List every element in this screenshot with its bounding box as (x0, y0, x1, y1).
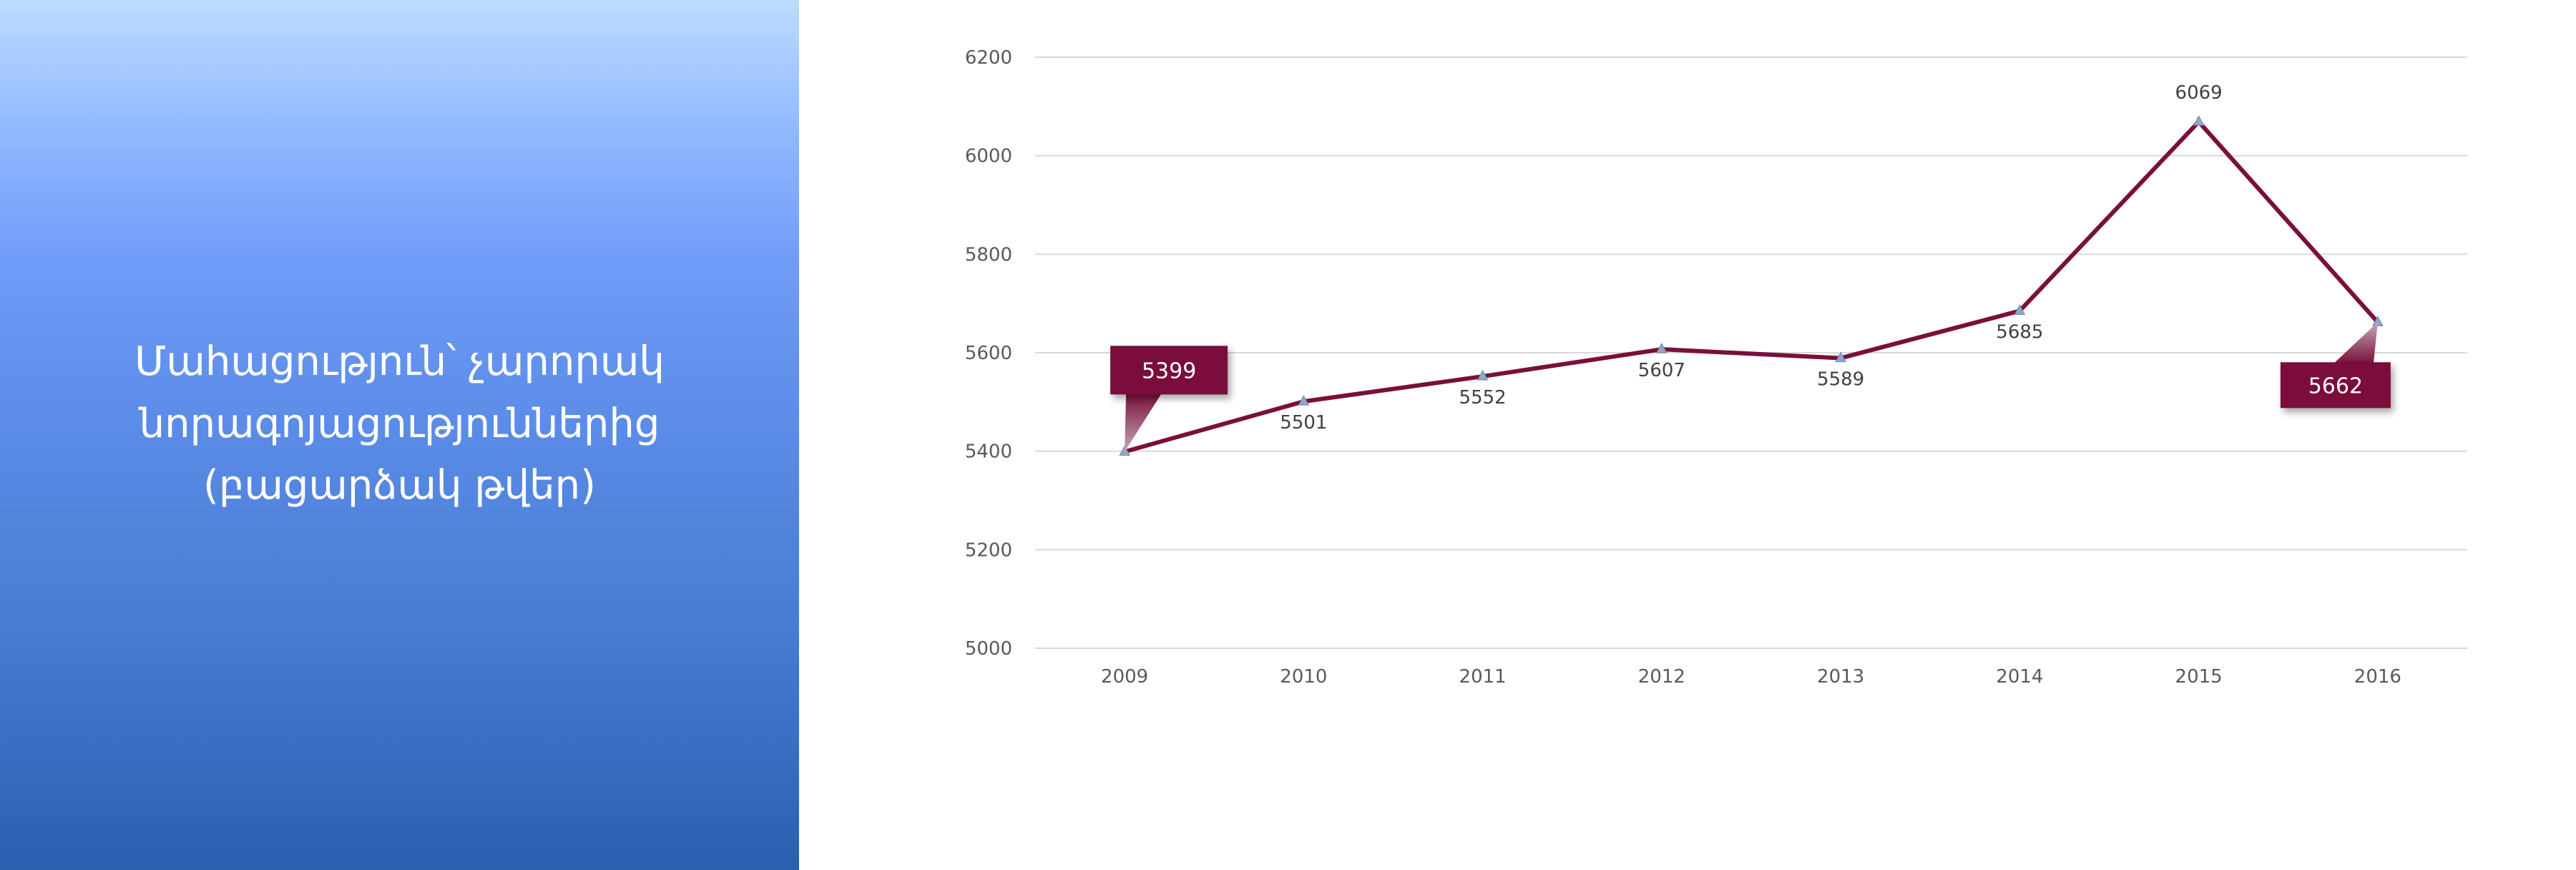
data-point-marker (2193, 115, 2205, 126)
series-markers (1119, 115, 2384, 456)
x-tick-label: 2015 (2175, 666, 2223, 688)
y-tick-label: 5400 (965, 441, 1012, 463)
title-line-1: Մահացություն՝ չարորակ (134, 338, 665, 385)
x-tick-label: 2012 (1638, 666, 1685, 688)
slide-title: Մահացություն՝ չարորակ նորագոյացություննե… (92, 331, 707, 517)
series-line (1122, 119, 2380, 454)
callout-box (1110, 346, 1228, 395)
x-tick-label: 2014 (1996, 666, 2043, 688)
y-tick-label: 6200 (965, 47, 1012, 69)
x-tick-label: 2010 (1280, 666, 1327, 688)
x-tick-label: 2009 (1101, 666, 1148, 688)
x-tick-label: 2013 (1817, 666, 1864, 688)
callout-tail (2333, 322, 2378, 364)
x-tick-label: 2011 (1459, 666, 1507, 688)
callout-2016: 5662 (2280, 322, 2391, 409)
callout-2009: 5399 (1110, 346, 1228, 452)
data-point-marker (1119, 445, 1130, 456)
callout-box (2280, 362, 2391, 409)
x-axis-tick-labels: 2009 2010 2011 2012 2013 2014 2015 2016 (1101, 666, 2401, 688)
x-tick-label: 2016 (2354, 666, 2401, 688)
series-line-group (1122, 119, 2380, 454)
data-point-marker (1835, 351, 1846, 363)
chart-area: 5000 5200 5400 5600 5800 6000 6200 2009 2010 201… (799, 0, 2576, 870)
data-point-marker (2372, 316, 2384, 326)
callout-label: 5662 (2308, 373, 2363, 399)
y-tick-label: 5200 (965, 539, 1012, 561)
y-tick-label: 5000 (965, 638, 1012, 660)
data-label: 5552 (1459, 387, 1507, 409)
title-line-3: (բացարձակ թվեր) (203, 462, 596, 509)
data-point-marker (2014, 304, 2026, 315)
data-label: 5501 (1280, 412, 1327, 434)
title-line-2: նորագոյացություններից (139, 400, 660, 447)
data-point-marker (1656, 343, 1667, 353)
data-label: 5589 (1817, 369, 1864, 391)
data-labels: 5501 5552 5607 5589 5685 6069 (1280, 82, 2222, 434)
y-tick-label: 6000 (965, 146, 1012, 167)
grid-lines (1035, 57, 2467, 649)
data-label: 5607 (1638, 360, 1685, 381)
y-axis-tick-labels: 5000 5200 5400 5600 5800 6000 6200 (965, 47, 1012, 660)
y-tick-label: 5800 (965, 244, 1012, 265)
y-tick-label: 5600 (965, 343, 1012, 364)
data-point-marker (1476, 369, 1489, 381)
line-chart: 5000 5200 5400 5600 5800 6000 6200 2009 2010 201… (965, 47, 2467, 688)
title-panel: Մահացություն՝ չարորակ նորագոյացություննե… (0, 0, 799, 870)
callouts: 5399 5662 (1110, 322, 2391, 452)
data-label: 6069 (2175, 82, 2223, 104)
data-label: 5685 (1996, 321, 2043, 343)
callout-label: 5399 (1142, 358, 1196, 383)
data-point-marker (1298, 395, 1310, 406)
callout-tail (1125, 393, 1162, 452)
